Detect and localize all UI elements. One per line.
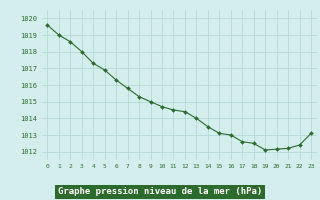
Text: Graphe pression niveau de la mer (hPa): Graphe pression niveau de la mer (hPa) — [58, 188, 262, 196]
